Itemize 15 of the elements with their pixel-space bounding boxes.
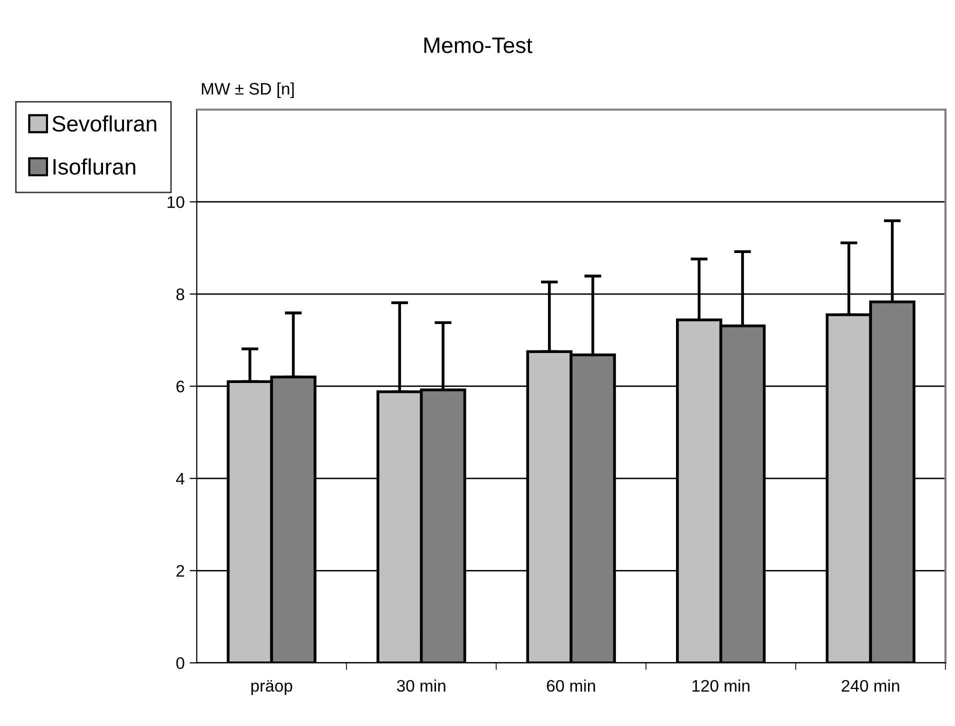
x-tick-label: 120 min [692,680,750,692]
legend-label: Isofluran [53,158,136,175]
y-tick-label: 2 [176,565,184,577]
y-tick-label: 4 [176,473,184,484]
y-tick-label: 0 [176,657,184,670]
x-tick-label: 30 min [396,680,446,692]
legend-label: Sevofluran [52,115,156,132]
y-axis-title: MW ± SD [n] [202,82,294,98]
y-tick-label: 10 [168,196,184,208]
chart-title: Memo-Test [424,38,532,54]
x-tick-label: präop [251,680,292,696]
x-tick-label: 240 min [842,680,900,692]
x-tick-label: 60 min [546,680,596,692]
y-tick-label: 6 [176,380,184,392]
y-tick-label: 8 [176,288,184,300]
